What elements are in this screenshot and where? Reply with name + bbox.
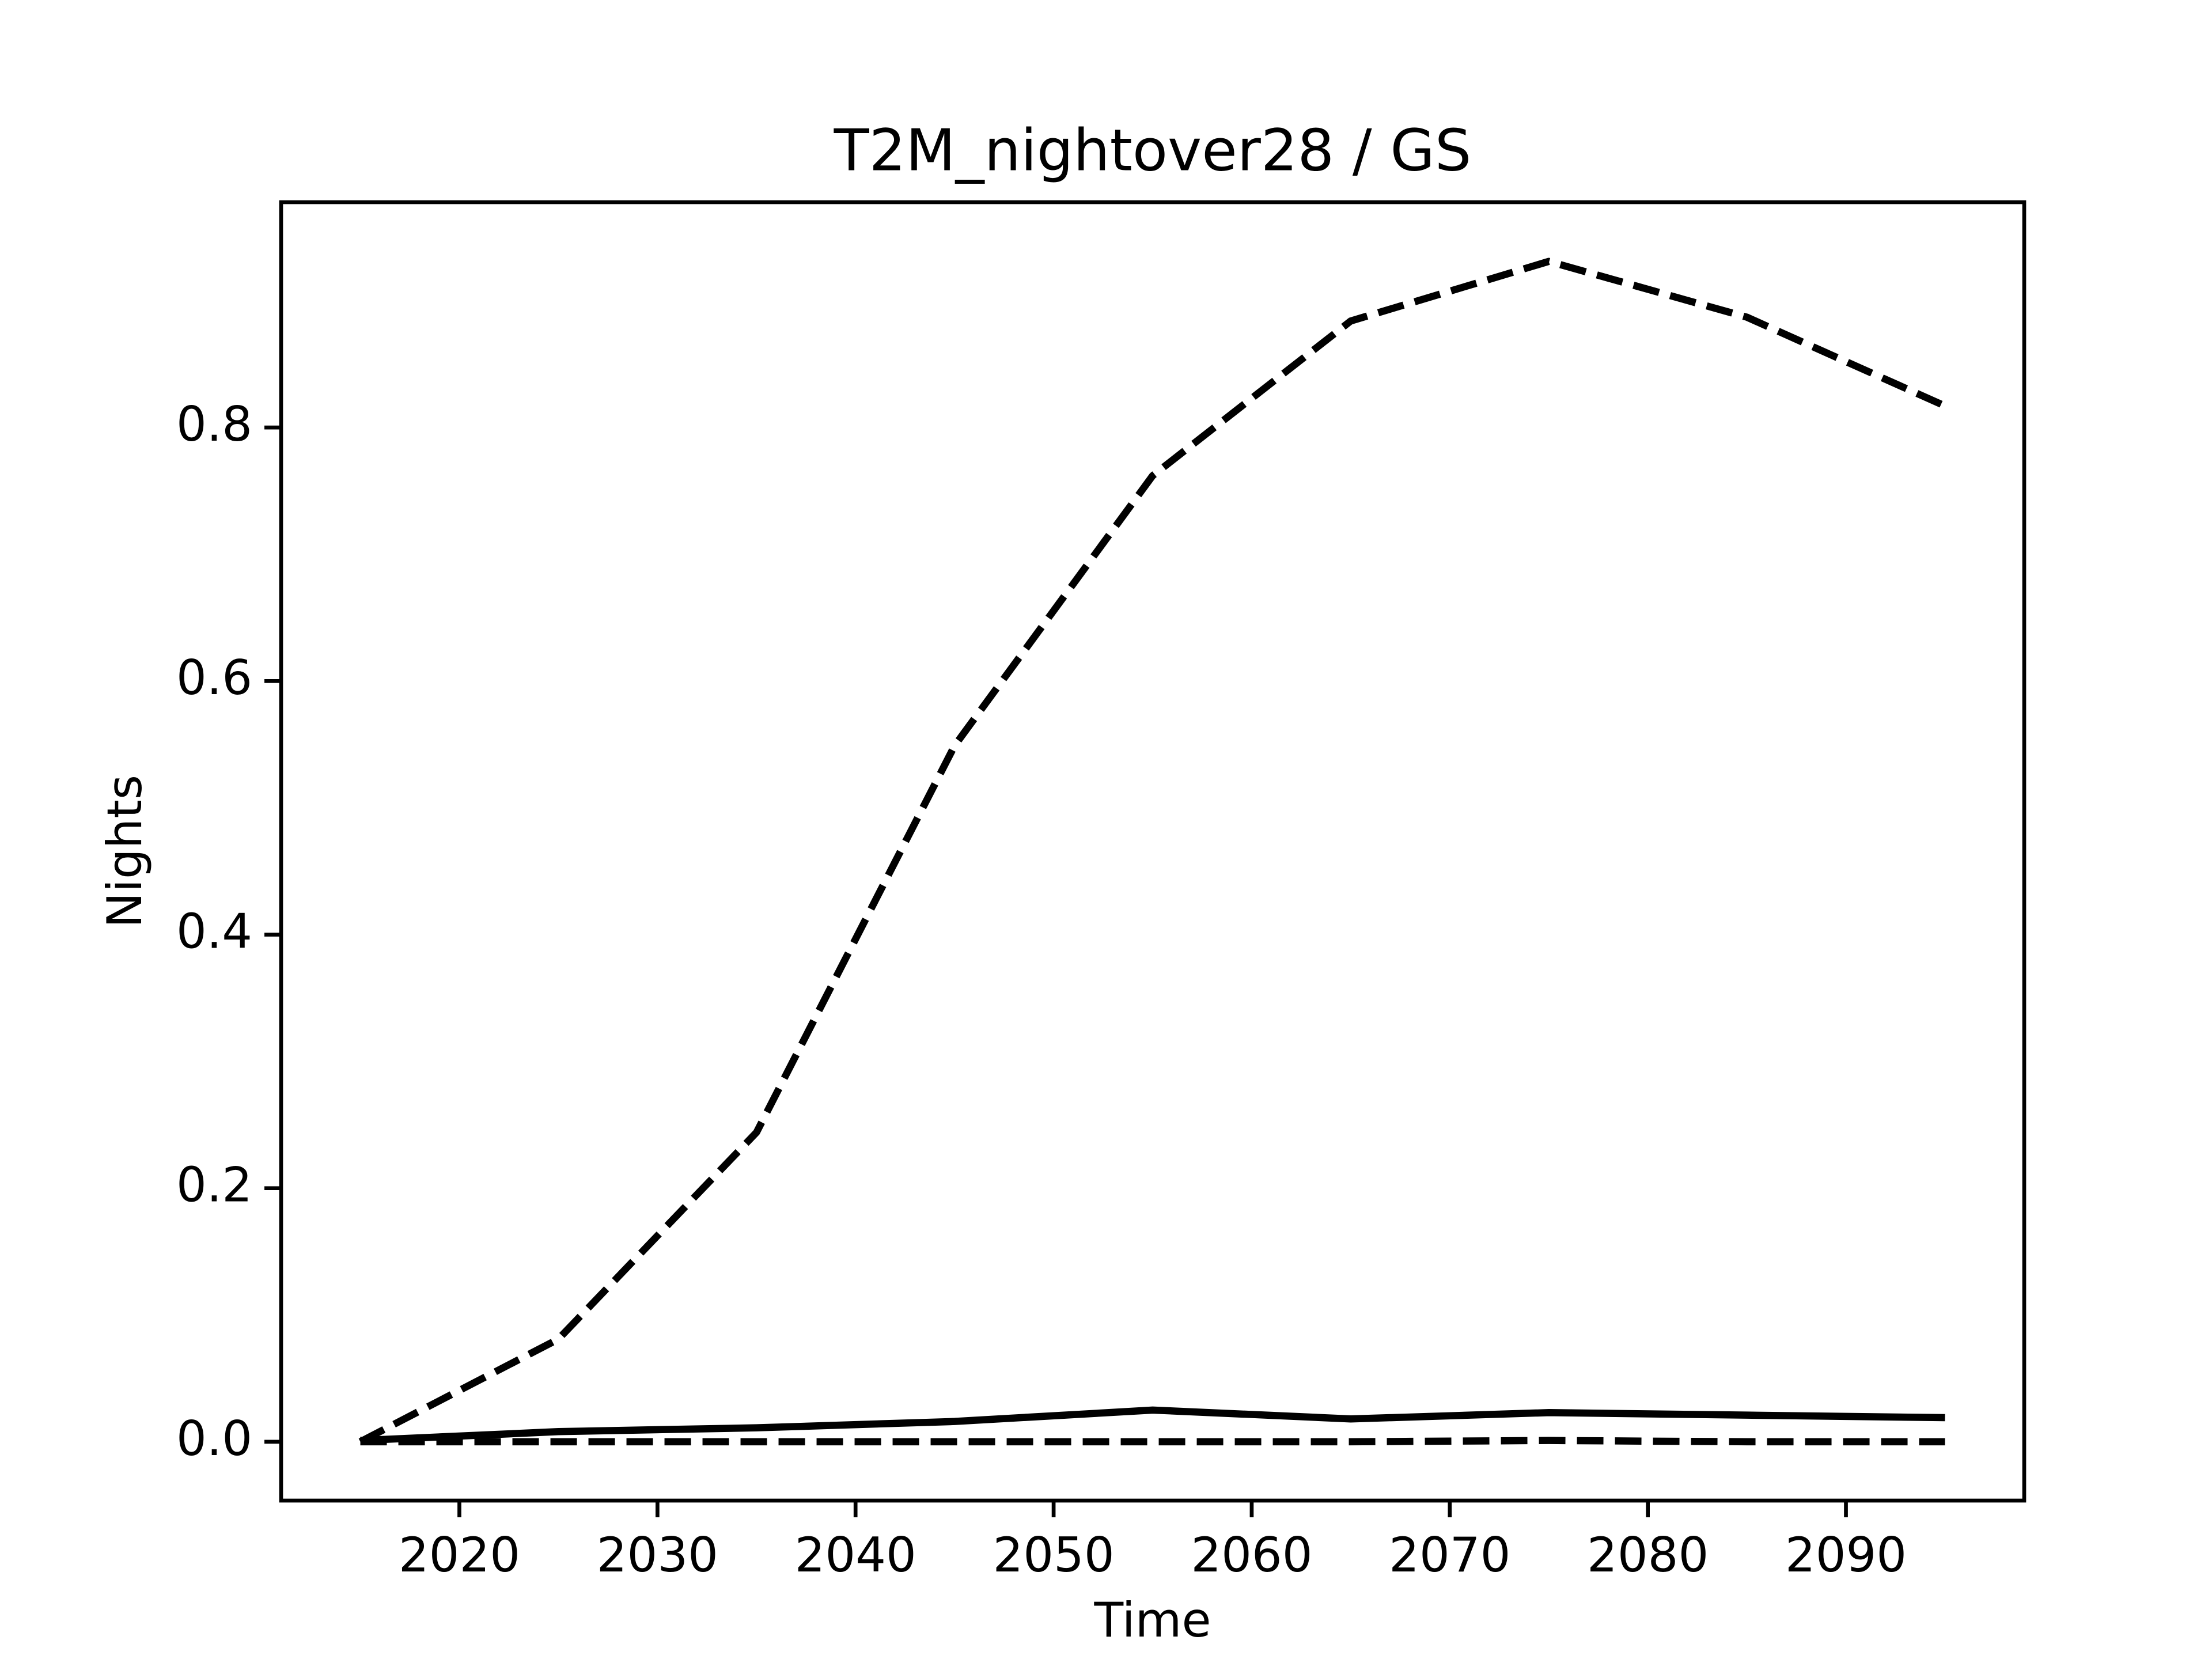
y-tick-label: 0.8: [176, 396, 252, 452]
x-tick-label: 2030: [597, 1527, 718, 1583]
x-tick-label: 2040: [795, 1527, 916, 1583]
y-axis-label: Nights: [97, 775, 153, 928]
plot-frame: [279, 200, 2027, 1503]
chart-title: T2M_nightover28 / GS: [834, 116, 1472, 184]
x-tick-label: 2070: [1389, 1527, 1510, 1583]
x-tick-label: 2060: [1191, 1527, 1312, 1583]
x-tick-label: 2090: [1785, 1527, 1907, 1583]
y-tick-label: 0.4: [176, 903, 252, 959]
y-tick-label: 0.2: [176, 1157, 252, 1213]
x-tick-label: 2080: [1587, 1527, 1709, 1583]
series-line: [358, 257, 1947, 1445]
x-tick-label: 2050: [993, 1527, 1114, 1583]
series-line: [360, 1406, 1945, 1444]
x-tick-label: 2020: [399, 1527, 520, 1583]
x-axis-label: Time: [1093, 1592, 1211, 1648]
y-tick-label: 0.6: [176, 650, 252, 706]
y-tick-label: 0.0: [176, 1411, 252, 1467]
